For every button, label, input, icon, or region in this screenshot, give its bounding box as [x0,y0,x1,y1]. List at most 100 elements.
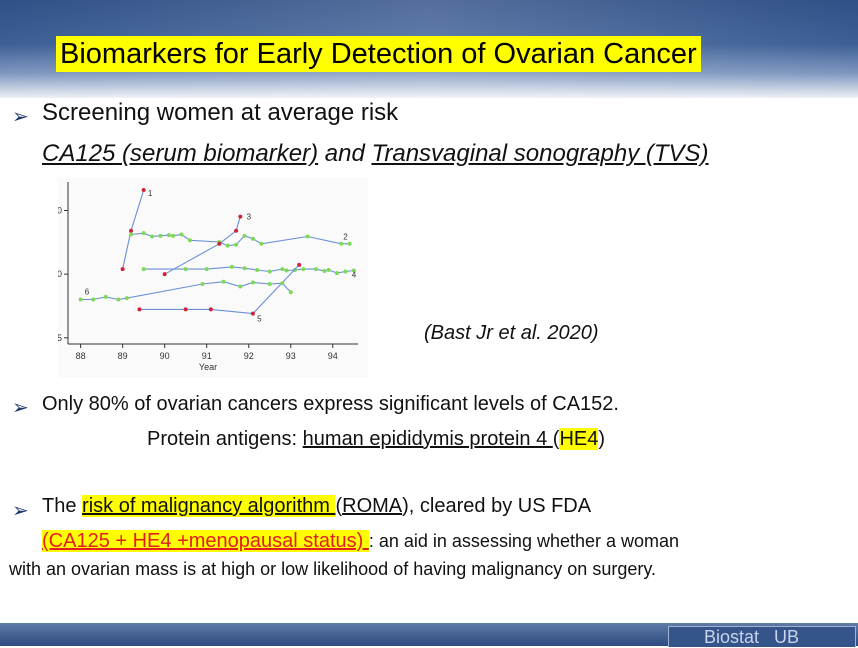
data-point-series-5 [208,307,213,312]
data-point-series-4 [280,267,285,272]
data-point-series-6 [280,281,285,286]
data-point-series-6 [221,279,226,284]
y-tick-label: 50 [58,269,62,279]
x-tick-label: 94 [328,351,338,361]
data-point-series-5 [183,307,188,312]
data-point-series-2 [141,231,146,236]
data-point-series-6 [124,296,129,301]
ca125-chart: 88899091929394550500YearCA125-II123456 [58,178,368,378]
protein-paren-close: ) [598,428,606,450]
data-point-series-2 [242,233,247,238]
roma-description-end: with an ovarian mass is at high or low l… [9,559,656,579]
data-point-series-6 [103,294,108,299]
footer-box [668,626,856,647]
data-point-series-6 [200,282,205,287]
data-point-series-4 [204,267,209,272]
x-tick-label: 92 [244,351,254,361]
ca125-chart-svg: 88899091929394550500YearCA125-II123456 [58,182,358,372]
data-point-series-6 [238,284,243,289]
protein-antigens-line: Protein antigens: human epididymis prote… [147,428,605,451]
data-point-series-5 [297,262,302,267]
series-line-5 [139,264,300,315]
roma-the: The [42,495,83,517]
slide-title: Biomarkers for Early Detection of Ovaria… [56,36,701,72]
data-point-series-4 [326,268,331,273]
data-point-series-2 [305,234,310,239]
series-label-6: 6 [85,287,90,296]
data-point-series-4 [229,264,234,269]
and-text: and [318,140,372,167]
x-tick-label: 89 [118,351,128,361]
roma-abbr: ROMA [342,495,403,517]
x-tick-label: 88 [76,351,86,361]
he4-highlight: HE4 [559,428,599,450]
data-point-series-6 [288,290,293,295]
data-point-series-2 [225,243,230,248]
data-point-series-1 [141,187,146,192]
data-point-series-3 [238,214,243,219]
tvs-text: Transvaginal sonography (TVS) [371,140,709,167]
x-tick-label: 91 [202,351,212,361]
data-point-series-6 [91,297,96,302]
series-label-2: 2 [343,233,348,242]
data-point-series-4 [284,268,289,273]
data-point-series-3 [162,272,167,277]
footer-label: Biostat UB [704,627,800,647]
data-point-series-2 [187,238,192,243]
bullet-roma: The risk of malignancy algorithm (ROMA),… [42,495,591,518]
data-point-series-6 [78,297,83,302]
series-label-3: 3 [247,213,252,222]
roma-rest: ), cleared by US FDA [402,495,592,517]
data-point-series-2 [171,233,176,238]
data-point-series-2 [150,234,155,239]
bullet-80-percent: Only 80% of ovarian cancers express sign… [42,393,619,415]
data-point-series-4 [255,268,260,273]
roma-formula: (CA125 + HE4 +menopausal status) [42,530,369,552]
data-point-series-2 [158,233,163,238]
data-point-series-1 [129,228,134,233]
y-tick-label: 5 [58,333,62,343]
series-label-5: 5 [257,315,262,324]
data-point-series-3 [217,241,222,246]
roma-paren-open: ( [335,495,343,517]
footer-band [0,623,858,646]
roma-risk-highlight: risk of malignancy algorithm [82,495,336,517]
series-line-2 [130,232,350,247]
data-point-series-2 [179,232,184,237]
data-point-series-5 [250,311,255,316]
protein-paren-open: ( [552,428,560,450]
arrow-bullet-icon: ➢ [12,106,29,128]
series-line-1 [122,189,145,270]
data-point-series-2 [347,241,352,246]
data-point-series-4 [322,269,327,274]
protein-label: Protein antigens: [147,428,303,450]
arrow-bullet-icon: ➢ [12,500,29,522]
data-point-series-4 [183,267,188,272]
data-point-series-4 [267,269,272,274]
protein-name: human epididymis protein 4 [302,428,553,450]
data-point-series-4 [351,268,356,273]
x-tick-label: 93 [286,351,296,361]
bullet-screening: Screening women at average risk [42,99,399,126]
data-point-series-6 [250,280,255,285]
data-point-series-4 [242,266,247,271]
arrow-bullet-icon: ➢ [12,397,29,419]
data-point-series-2 [259,241,264,246]
series-label-1: 1 [148,189,153,198]
data-point-series-4 [313,267,318,272]
series-line-6 [80,281,292,301]
ca125-text: CA125 (serum biomarker) [42,140,319,167]
x-tick-label: 90 [160,351,170,361]
series-label-4: 4 [352,271,357,280]
data-point-series-5 [137,307,142,312]
data-point-series-4 [343,269,348,274]
data-point-series-1 [120,267,125,272]
data-point-series-2 [250,236,255,241]
data-point-series-2 [166,233,171,238]
data-point-series-2 [129,232,134,237]
data-point-series-6 [116,297,121,302]
roma-formula-desc: : an aid in assessing whether a woman [368,531,680,551]
y-tick-label: 500 [58,205,62,215]
data-point-series-2 [234,242,239,247]
data-point-series-4 [301,267,306,272]
